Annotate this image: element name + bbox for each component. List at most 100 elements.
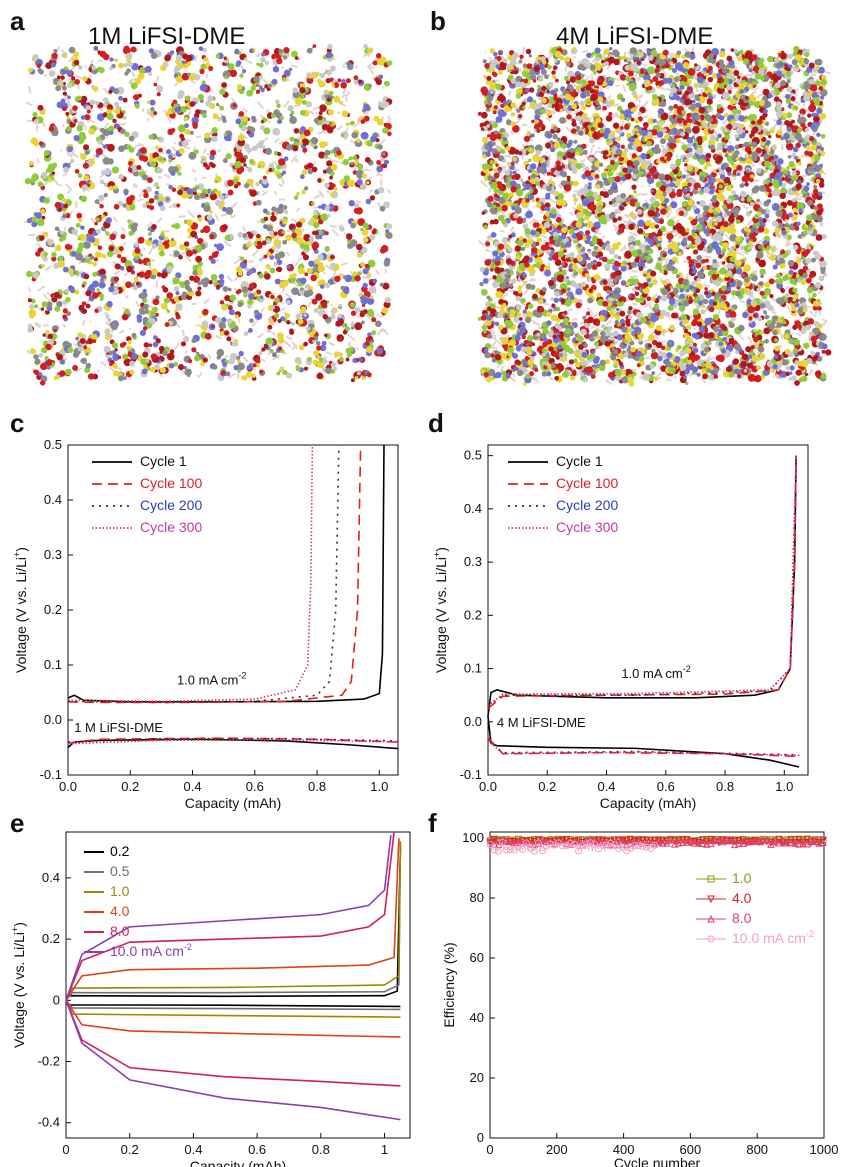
atom — [337, 78, 342, 83]
atom — [157, 272, 162, 277]
atom — [102, 97, 109, 103]
ghost-bond — [166, 115, 172, 123]
ghost-bond — [329, 224, 338, 229]
atom — [26, 217, 33, 224]
atom — [329, 262, 337, 270]
ghost-bond — [251, 319, 259, 327]
atom — [264, 60, 270, 66]
atom — [81, 184, 89, 191]
ghost-bond — [344, 137, 348, 141]
atom — [71, 228, 78, 236]
atom — [249, 158, 255, 165]
atom — [65, 296, 71, 303]
atom — [211, 135, 218, 143]
atom — [307, 220, 313, 226]
ghost-bond — [678, 235, 683, 239]
ghost-bond — [480, 180, 488, 188]
atom — [383, 159, 389, 165]
ghost-bond — [233, 275, 240, 282]
atom — [73, 119, 78, 123]
ghost-bond — [279, 307, 287, 312]
atom — [229, 69, 238, 78]
ghost-bond — [666, 378, 672, 382]
atom — [342, 158, 349, 166]
ghost-bond — [257, 51, 261, 56]
ghost-bond — [599, 87, 603, 91]
ghost-bond — [293, 282, 300, 288]
atom — [261, 347, 266, 352]
atom — [372, 290, 377, 294]
atom — [180, 136, 186, 142]
atom — [282, 205, 288, 210]
atom — [24, 177, 32, 185]
ghost-bond — [137, 198, 144, 202]
atom — [235, 290, 241, 295]
atom — [126, 144, 132, 150]
atom — [242, 233, 247, 238]
atom — [277, 332, 284, 340]
atom — [320, 213, 329, 222]
atom — [268, 163, 275, 169]
atom — [200, 155, 205, 160]
atom — [223, 56, 228, 60]
atom — [360, 132, 367, 139]
atom — [148, 237, 153, 241]
atom — [134, 247, 141, 254]
atom — [33, 118, 40, 125]
atom — [346, 242, 354, 249]
atom — [173, 285, 180, 292]
ghost-bond — [291, 341, 299, 350]
atom — [298, 141, 303, 146]
ghost-bond — [240, 48, 244, 52]
atom — [119, 342, 126, 348]
ghost-bond — [44, 265, 52, 272]
atom — [317, 120, 323, 126]
ghost-bond — [273, 190, 278, 196]
atom — [271, 78, 278, 85]
atom — [43, 197, 50, 204]
atom — [378, 74, 384, 80]
ghost-bond — [787, 305, 791, 313]
atom — [107, 250, 114, 258]
ghost-bond — [746, 218, 754, 226]
atom — [356, 138, 361, 143]
ghost-bond — [43, 74, 48, 78]
ghost-bond — [808, 310, 817, 318]
atom — [248, 189, 253, 194]
ghost-bond — [261, 190, 265, 193]
atom — [235, 118, 242, 125]
ghost-bond — [594, 232, 602, 235]
ghost-bond — [584, 153, 590, 161]
atom — [154, 190, 159, 195]
atom — [74, 79, 80, 85]
atom — [169, 349, 175, 355]
atom — [275, 243, 282, 250]
atom — [113, 276, 120, 282]
atom — [159, 250, 165, 257]
atom — [133, 94, 140, 101]
atom — [250, 85, 256, 91]
atom — [113, 166, 119, 173]
atom — [142, 351, 149, 358]
ghost-bond — [804, 107, 809, 113]
atom — [168, 158, 173, 163]
atom — [312, 359, 319, 366]
atom — [152, 341, 159, 348]
atom — [180, 341, 186, 347]
atom — [54, 306, 61, 312]
atom — [92, 271, 98, 277]
atom — [126, 199, 133, 206]
ghost-bond — [814, 311, 818, 315]
atom — [143, 342, 150, 348]
atom — [285, 144, 293, 151]
atom — [106, 112, 114, 121]
ghost-bond — [631, 270, 638, 273]
ghost-bond — [294, 103, 302, 108]
atom — [92, 339, 97, 344]
panel-b-label: b — [430, 6, 446, 36]
atom — [62, 308, 68, 314]
atom — [77, 173, 83, 179]
atom — [128, 160, 133, 166]
atom — [189, 275, 195, 281]
ghost-bond — [88, 320, 92, 324]
